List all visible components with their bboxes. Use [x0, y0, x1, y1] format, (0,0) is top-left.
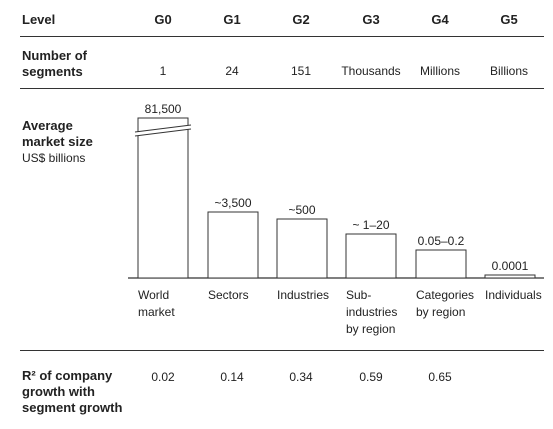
segments-g3: Thousands [341, 64, 401, 78]
segments-label: Number of segments [22, 48, 87, 80]
bar-value-label-5: 0.0001 [492, 259, 529, 273]
market-size-label-line1: Average [22, 118, 73, 133]
bar-4 [415, 249, 467, 279]
bar-value-label-1: ~3,500 [214, 196, 251, 210]
category-label-3: Sub-industries by region [346, 287, 414, 338]
segments-g5: Billions [489, 64, 528, 78]
r2-g3: 0.59 [359, 370, 383, 384]
r2-g2: 0.34 [289, 370, 313, 384]
r2-g1: 0.14 [220, 370, 244, 384]
category-label-line: industries [346, 305, 398, 319]
category-label-line: Sub- [346, 288, 372, 302]
level-header: Level [22, 12, 56, 27]
axis-break-line-1 [134, 128, 192, 137]
market-size-label: Average market size US$ billions [22, 118, 93, 166]
bar-value-label-3: ~ 1–20 [352, 218, 389, 232]
level-g5: G5 [500, 12, 518, 27]
category-label-line: Industries [277, 288, 330, 302]
bar-0 [137, 117, 189, 279]
segments-g2: 151 [290, 64, 312, 78]
r2-label-line2: growth with [22, 384, 95, 399]
bar-1 [207, 211, 259, 279]
r2-label-line1: R² of company [22, 368, 113, 383]
level-g0: G0 [154, 12, 172, 27]
category-label-line: Categories [416, 288, 475, 302]
segments-g4: Millions [419, 64, 460, 78]
category-label-2: Industries [277, 287, 345, 304]
category-label-line: Individuals [485, 288, 542, 302]
category-label-line: by region [346, 322, 396, 336]
market-size-unit: US$ billions [22, 151, 86, 165]
header-divider [20, 36, 544, 37]
category-label-5: Individuals [485, 287, 553, 304]
segments-g1: 24 [225, 64, 239, 78]
bar-5 [484, 274, 536, 279]
categories-divider [20, 350, 544, 351]
category-label-0: World market [138, 287, 206, 321]
r2-label-line3: segment growth [22, 400, 123, 415]
category-label-line: market [138, 305, 175, 319]
level-g2: G2 [292, 12, 310, 27]
segments-label-line2: segments [22, 64, 83, 79]
level-g4: G4 [431, 12, 449, 27]
r2-g0: 0.02 [151, 370, 175, 384]
axis-break-gap [136, 125, 190, 136]
segments-divider [20, 88, 544, 89]
bar-value-label-4: 0.05–0.2 [418, 234, 465, 248]
bar-value-label-2: ~500 [288, 203, 315, 217]
market-size-label-line2: market size [22, 134, 93, 149]
r2-label: R² of company growth with segment growth [22, 368, 122, 416]
r2-g4: 0.65 [428, 370, 452, 384]
axis-break-line-0 [134, 124, 192, 133]
segments-g0: 1 [159, 64, 167, 78]
bar-3 [345, 233, 397, 279]
segments-label-line1: Number of [22, 48, 87, 63]
level-g3: G3 [362, 12, 380, 27]
category-label-4: Categories by region [416, 287, 484, 321]
category-label-line: by region [416, 305, 466, 319]
level-g1: G1 [223, 12, 241, 27]
category-label-1: Sectors [208, 287, 276, 304]
bar-2 [276, 218, 328, 279]
bar-value-label-0: 81,500 [145, 102, 182, 116]
category-label-line: World [138, 288, 170, 302]
category-label-line: Sectors [208, 288, 249, 302]
